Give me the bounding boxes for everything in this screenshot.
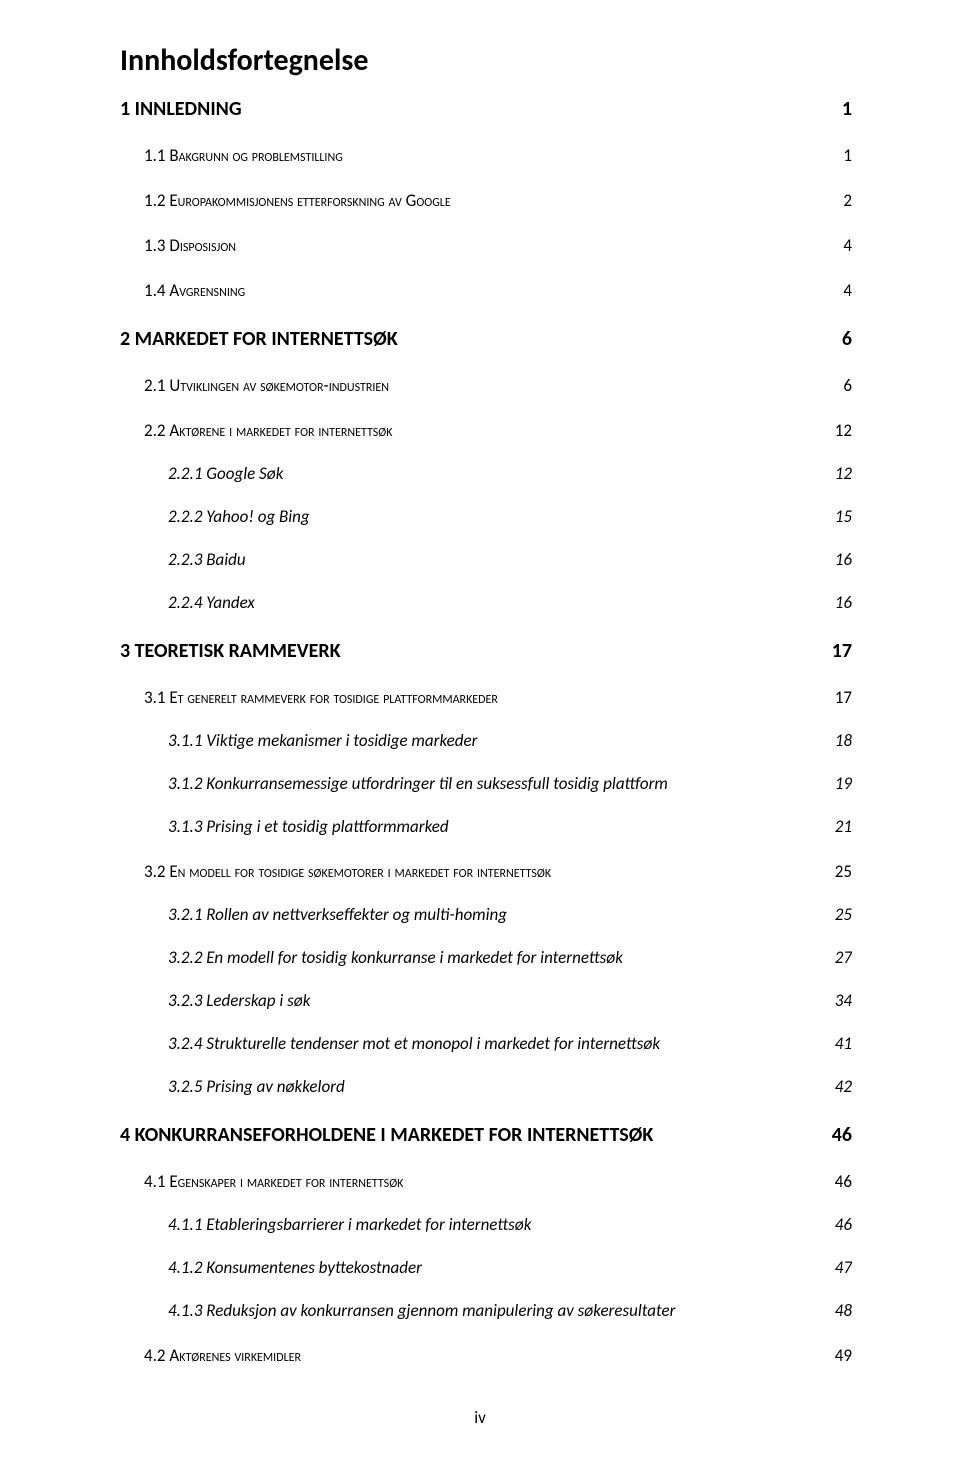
toc-entry-page: 4 <box>843 235 852 256</box>
toc-entry-label: 4.2 Aktørenes virkemidler <box>144 1345 301 1366</box>
toc-entry-page: 49 <box>835 1345 852 1366</box>
toc-entry-page: 12 <box>835 420 852 441</box>
toc-entry[interactable]: 3 TEORETISK RAMMEVERK 17 <box>120 639 852 663</box>
toc-entry-page: 27 <box>835 947 852 968</box>
toc-entry-page: 46 <box>835 1214 852 1235</box>
toc-entry-page: 12 <box>835 463 852 484</box>
toc-entry[interactable]: 3.1 Et generelt rammeverk for tosidige p… <box>120 687 852 708</box>
toc-entry[interactable]: 2.2.2 Yahoo! og Bing 15 <box>120 506 852 527</box>
toc-entry-page: 25 <box>835 904 852 925</box>
toc-entry-label: 4 KONKURRANSEFORHOLDENE I MARKEDET FOR I… <box>120 1123 653 1147</box>
toc-entry-page: 15 <box>835 506 852 527</box>
toc-entry-label: 3.2.4 Strukturelle tendenser mot et mono… <box>168 1033 660 1054</box>
toc-entry[interactable]: 4.1 Egenskaper i markedet for internetts… <box>120 1171 852 1192</box>
toc-entry-label: 3.1.2 Konkurransemessige utfordringer ti… <box>168 773 668 794</box>
toc-entry-page: 17 <box>835 687 852 708</box>
toc-entry[interactable]: 4.1.2 Konsumentenes byttekostnader 47 <box>120 1257 852 1278</box>
toc-entry-page: 16 <box>835 549 852 570</box>
toc-entry[interactable]: 3.2 En modell for tosidige søkemotorer i… <box>120 861 852 882</box>
toc-entry-page: 1 <box>843 145 852 166</box>
toc-entry-label: 4.1.3 Reduksjon av konkurransen gjennom … <box>168 1300 675 1321</box>
toc-entry-page: 42 <box>835 1076 852 1097</box>
toc-entry[interactable]: 3.2.2 En modell for tosidig konkurranse … <box>120 947 852 968</box>
toc-entry-page: 34 <box>835 990 852 1011</box>
toc-entry[interactable]: 4 KONKURRANSEFORHOLDENE I MARKEDET FOR I… <box>120 1123 852 1147</box>
toc-entry[interactable]: 4.1.3 Reduksjon av konkurransen gjennom … <box>120 1300 852 1321</box>
toc-entry-page: 19 <box>835 773 852 794</box>
toc-entry-label: 2.1 Utviklingen av søkemotor-industrien <box>144 375 389 396</box>
toc-entry[interactable]: 3.2.1 Rollen av nettverkseffekter og mul… <box>120 904 852 925</box>
toc-entry[interactable]: 1.1 Bakgrunn og problemstilling 1 <box>120 145 852 166</box>
toc-entry-label: 1.4 Avgrensning <box>144 280 245 301</box>
toc-entry[interactable]: 1.3 Disposisjon 4 <box>120 235 852 256</box>
toc-entry[interactable]: 3.1.3 Prising i et tosidig plattformmark… <box>120 816 852 837</box>
toc-entry-label: 1 INNLEDNING <box>120 97 242 121</box>
page-container: Innholdsfortegnelse 1 INNLEDNING 11.1 Ba… <box>0 0 960 1468</box>
toc-title: Innholdsfortegnelse <box>120 42 852 79</box>
toc-entry[interactable]: 1 INNLEDNING 1 <box>120 97 852 121</box>
toc-entry-label: 3.2.2 En modell for tosidig konkurranse … <box>168 947 623 968</box>
toc-entry-page: 4 <box>843 280 852 301</box>
toc-entry-label: 1.1 Bakgrunn og problemstilling <box>144 145 343 166</box>
toc-entry-label: 3.1 Et generelt rammeverk for tosidige p… <box>144 687 498 708</box>
toc-entry-label: 3.2 En modell for tosidige søkemotorer i… <box>144 861 551 882</box>
toc-entry[interactable]: 3.1.1 Viktige mekanismer i tosidige mark… <box>120 730 852 751</box>
toc-entry-label: 3 TEORETISK RAMMEVERK <box>120 639 341 663</box>
toc-entry[interactable]: 3.2.4 Strukturelle tendenser mot et mono… <box>120 1033 852 1054</box>
toc-entry-page: 18 <box>835 730 852 751</box>
toc-entry-label: 3.2.5 Prising av nøkkelord <box>168 1076 345 1097</box>
table-of-contents: 1 INNLEDNING 11.1 Bakgrunn og problemsti… <box>120 97 852 1366</box>
toc-entry[interactable]: 4.2 Aktørenes virkemidler 49 <box>120 1345 852 1366</box>
toc-entry[interactable]: 2 MARKEDET FOR INTERNETTSØK 6 <box>120 327 852 351</box>
toc-entry-label: 3.1.3 Prising i et tosidig plattformmark… <box>168 816 449 837</box>
toc-entry-label: 4.1.1 Etableringsbarrierer i markedet fo… <box>168 1214 531 1235</box>
toc-entry[interactable]: 1.2 Europakommisjonens etterforskning av… <box>120 190 852 211</box>
toc-entry-label: 3.2.3 Lederskap i søk <box>168 990 310 1011</box>
toc-entry[interactable]: 2.2 Aktørene i markedet for internettsøk… <box>120 420 852 441</box>
toc-entry-page: 6 <box>842 327 852 351</box>
toc-entry-page: 21 <box>835 816 852 837</box>
toc-entry-label: 2.2.2 Yahoo! og Bing <box>168 506 310 527</box>
toc-entry[interactable]: 2.2.4 Yandex 16 <box>120 592 852 613</box>
toc-entry-page: 17 <box>832 639 852 663</box>
toc-entry-page: 25 <box>835 861 852 882</box>
toc-entry-label: 4.1.2 Konsumentenes byttekostnader <box>168 1257 422 1278</box>
page-number: iv <box>0 1407 960 1428</box>
toc-entry-page: 6 <box>843 375 852 396</box>
toc-entry-page: 2 <box>843 190 852 211</box>
toc-entry-page: 46 <box>835 1171 852 1192</box>
toc-entry-label: 1.2 Europakommisjonens etterforskning av… <box>144 190 451 211</box>
toc-entry-label: 3.1.1 Viktige mekanismer i tosidige mark… <box>168 730 477 751</box>
toc-entry[interactable]: 3.1.2 Konkurransemessige utfordringer ti… <box>120 773 852 794</box>
toc-entry[interactable]: 2.1 Utviklingen av søkemotor-industrien … <box>120 375 852 396</box>
toc-entry-page: 1 <box>842 97 852 121</box>
toc-entry[interactable]: 4.1.1 Etableringsbarrierer i markedet fo… <box>120 1214 852 1235</box>
toc-entry-page: 46 <box>832 1123 852 1147</box>
toc-entry-label: 2.2.1 Google Søk <box>168 463 283 484</box>
toc-entry-page: 41 <box>835 1033 852 1054</box>
toc-entry-label: 1.3 Disposisjon <box>144 235 236 256</box>
toc-entry[interactable]: 3.2.3 Lederskap i søk 34 <box>120 990 852 1011</box>
toc-entry-label: 4.1 Egenskaper i markedet for internetts… <box>144 1171 403 1192</box>
toc-entry-label: 2.2.3 Baidu <box>168 549 246 570</box>
toc-entry[interactable]: 2.2.1 Google Søk 12 <box>120 463 852 484</box>
toc-entry-label: 2 MARKEDET FOR INTERNETTSØK <box>120 327 398 351</box>
toc-entry[interactable]: 2.2.3 Baidu 16 <box>120 549 852 570</box>
toc-entry[interactable]: 1.4 Avgrensning 4 <box>120 280 852 301</box>
toc-entry-label: 2.2.4 Yandex <box>168 592 255 613</box>
toc-entry-page: 47 <box>835 1257 852 1278</box>
toc-entry[interactable]: 3.2.5 Prising av nøkkelord 42 <box>120 1076 852 1097</box>
toc-entry-label: 3.2.1 Rollen av nettverkseffekter og mul… <box>168 904 507 925</box>
toc-entry-page: 16 <box>835 592 852 613</box>
toc-entry-page: 48 <box>835 1300 852 1321</box>
toc-entry-label: 2.2 Aktørene i markedet for internettsøk <box>144 420 393 441</box>
